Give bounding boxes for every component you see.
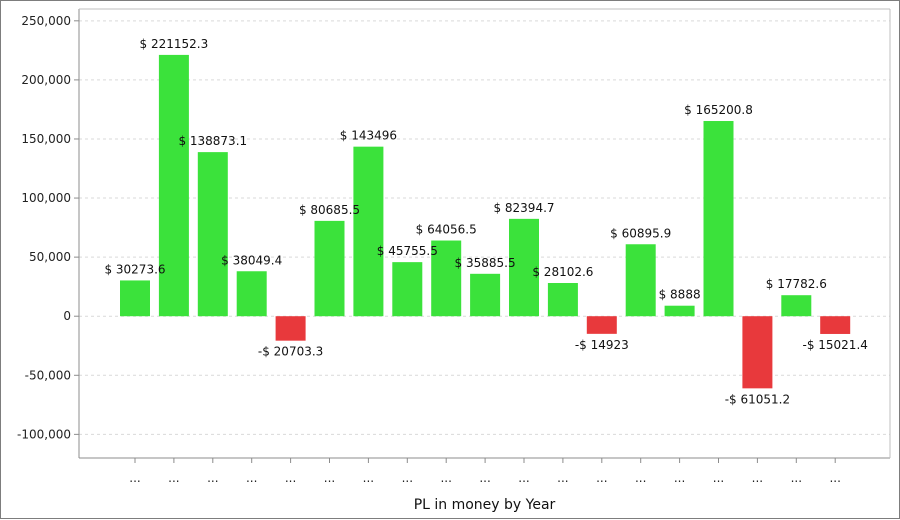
x-tick-label: ... — [168, 471, 179, 485]
bar — [742, 316, 773, 389]
y-tick-label: 100,000 — [21, 191, 71, 205]
data-label: $ 45755.5 — [377, 244, 438, 258]
x-tick-label: ... — [440, 471, 451, 485]
bar — [431, 240, 462, 317]
x-tick-label: ... — [479, 471, 490, 485]
bar — [625, 244, 656, 317]
data-label: $ 64056.5 — [416, 223, 477, 237]
y-tick-label: -50,000 — [25, 368, 71, 382]
x-tick-label: ... — [674, 471, 685, 485]
data-label: -$ 20703.3 — [258, 345, 323, 359]
bar — [275, 316, 306, 341]
x-tick-label: ... — [596, 471, 607, 485]
data-label: $ 8888 — [659, 288, 701, 302]
data-label: $ 138873.1 — [178, 134, 247, 148]
x-tick-label: ... — [324, 471, 335, 485]
bar — [470, 273, 501, 317]
data-label: $ 165200.8 — [684, 103, 753, 117]
bar — [664, 305, 695, 317]
bar — [120, 280, 150, 317]
bar — [586, 316, 617, 334]
data-label: -$ 14923 — [575, 338, 629, 352]
bar — [703, 121, 734, 317]
x-tick-label: ... — [635, 471, 646, 485]
x-tick-label: ... — [829, 471, 840, 485]
data-label: $ 30273.6 — [104, 262, 165, 276]
y-tick-label: 250,000 — [21, 14, 71, 28]
bar — [236, 271, 267, 317]
bar — [353, 146, 384, 317]
data-label: $ 80685.5 — [299, 203, 360, 217]
x-axis-ticks: ........................................… — [129, 458, 841, 485]
data-label: $ 35885.5 — [455, 256, 516, 270]
x-tick-label: ... — [402, 471, 413, 485]
bar — [158, 54, 189, 317]
data-label: -$ 15021.4 — [802, 338, 867, 352]
y-axis-ticks: -100,000 -50,000 0 50,000 100,000 150,000 200,… — [17, 14, 79, 441]
bar — [509, 218, 539, 317]
data-label: $ 38049.4 — [221, 253, 282, 267]
data-label: $ 82394.7 — [493, 201, 554, 215]
x-axis-title: PL in money by Year — [414, 497, 556, 513]
bar — [547, 283, 578, 317]
x-tick-label: ... — [363, 471, 374, 485]
data-label: $ 221152.3 — [140, 37, 209, 51]
x-tick-label: ... — [129, 471, 140, 485]
bar — [820, 316, 851, 334]
x-tick-label: ... — [791, 471, 802, 485]
data-label: $ 17782.6 — [766, 277, 827, 291]
bar — [314, 220, 345, 317]
x-tick-label: ... — [518, 471, 529, 485]
data-label: -$ 61051.2 — [725, 392, 790, 406]
y-tick-label: 150,000 — [21, 132, 71, 146]
y-tick-label: -100,000 — [17, 427, 71, 441]
x-tick-label: ... — [752, 471, 763, 485]
bar — [781, 295, 812, 317]
data-labels: $ 30273.6 $ 221152.3 $ 138873.1 $ 38049.4 -$… — [104, 37, 867, 406]
x-tick-label: ... — [246, 471, 257, 485]
x-tick-label: ... — [285, 471, 296, 485]
x-tick-label: ... — [557, 471, 568, 485]
data-label: $ 60895.9 — [610, 226, 671, 240]
y-tick-label: 200,000 — [21, 73, 71, 87]
x-tick-label: ... — [713, 471, 724, 485]
data-label: $ 143496 — [340, 129, 397, 143]
bar — [392, 262, 423, 317]
bars — [120, 54, 851, 389]
x-tick-label: ... — [207, 471, 218, 485]
data-label: $ 28102.6 — [532, 265, 593, 279]
bar — [197, 152, 228, 317]
y-tick-label: 50,000 — [29, 250, 71, 264]
y-tick-label: 0 — [63, 309, 71, 323]
